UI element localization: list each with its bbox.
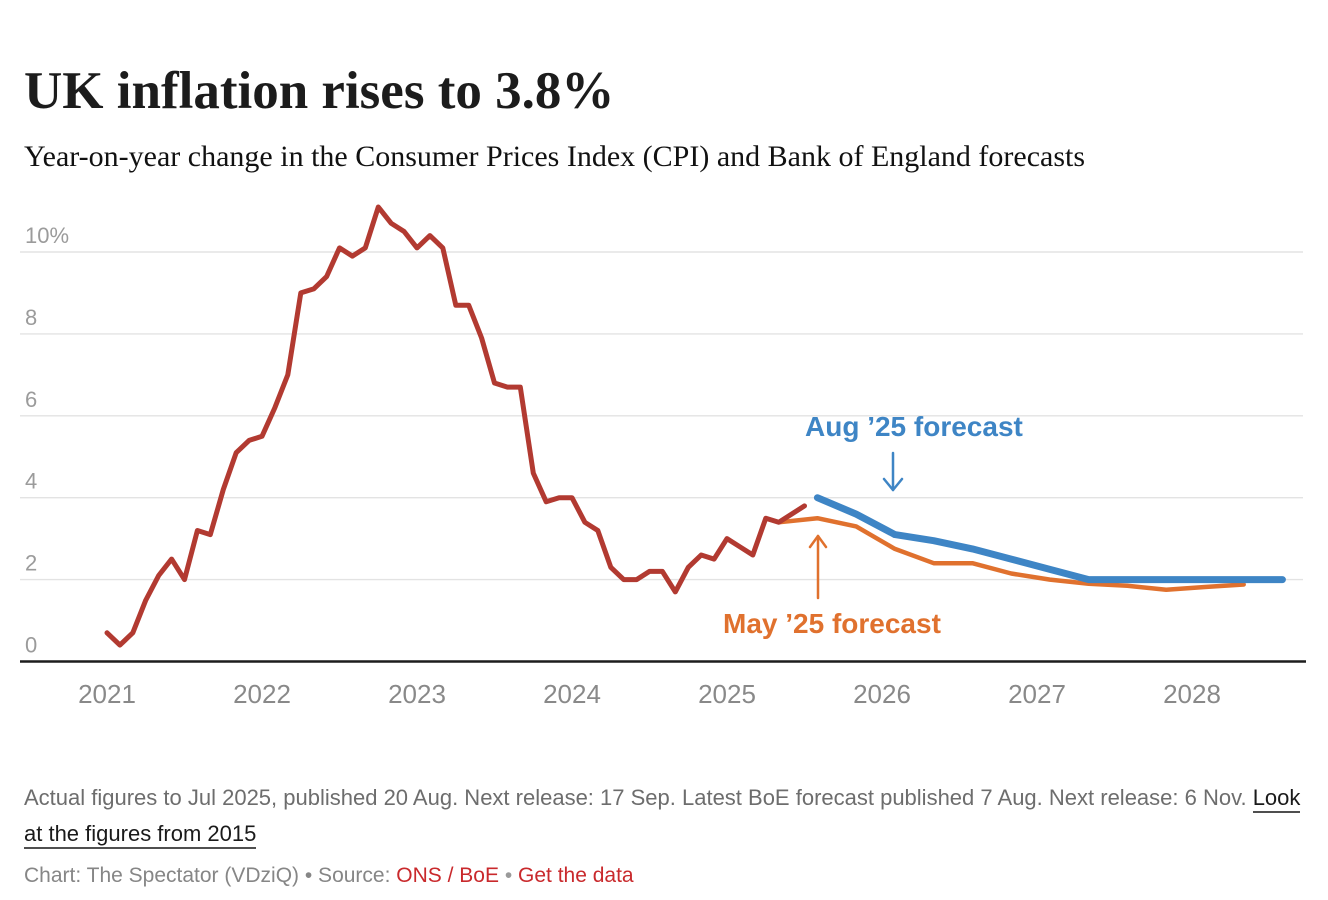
series-line-cpi-actual — [104, 204, 807, 648]
x-tick-label-2024: 2024 — [543, 679, 601, 709]
annotation-label-may25: May ’25 forecast — [723, 608, 941, 639]
x-tick-label-2025: 2025 — [698, 679, 756, 709]
y-tick-label-10: 10% — [25, 223, 69, 248]
x-tick-label-2022: 2022 — [233, 679, 291, 709]
credit-separator: • — [498, 864, 519, 887]
x-tick-label-2026: 2026 — [853, 679, 911, 709]
x-tick-label-2021: 2021 — [78, 679, 136, 709]
annotation-label-aug25: Aug ’25 forecast — [805, 411, 1023, 442]
annotation-arrowhead-aug25 — [882, 477, 904, 492]
y-tick-label-2: 2 — [25, 551, 37, 576]
chart-title: UK inflation rises to 3.8% — [24, 61, 615, 120]
series-line-may-25-forecast — [776, 515, 1246, 593]
series-line-aug-25-forecast — [813, 494, 1286, 584]
x-tick-label-2027: 2027 — [1008, 679, 1066, 709]
x-tick-label-2023: 2023 — [388, 679, 446, 709]
x-tick-label-2028: 2028 — [1163, 679, 1221, 709]
y-tick-label-6: 6 — [25, 387, 37, 412]
chart-credit: Chart: The Spectator (VDziQ) • Source: O… — [24, 864, 1308, 888]
chart-subtitle: Year-on-year change in the Consumer Pric… — [24, 140, 1086, 173]
figures-from-2015-link[interactable]: Look at the figures from 2015 — [24, 785, 1301, 849]
y-tick-label-8: 8 — [25, 305, 37, 330]
y-tick-label-0: 0 — [25, 633, 37, 658]
notes-text: Actual figures to Jul 2025, published 20… — [24, 785, 1253, 810]
credit-prefix: Chart: The Spectator (VDziQ) • Source: — [24, 864, 397, 887]
cpi-line-chart: 10% 8 6 4 2 0 2021 2022 2023 2024 2025 2026 2027 2028… — [20, 204, 1306, 709]
get-the-data-link[interactable]: Get the data — [518, 864, 634, 887]
chart-notes: Actual figures to Jul 2025, published 20… — [24, 780, 1308, 852]
y-tick-label-4: 4 — [25, 469, 37, 494]
source-link[interactable]: ONS / BoE — [396, 864, 499, 887]
annotation-arrowhead-may25 — [808, 534, 828, 549]
